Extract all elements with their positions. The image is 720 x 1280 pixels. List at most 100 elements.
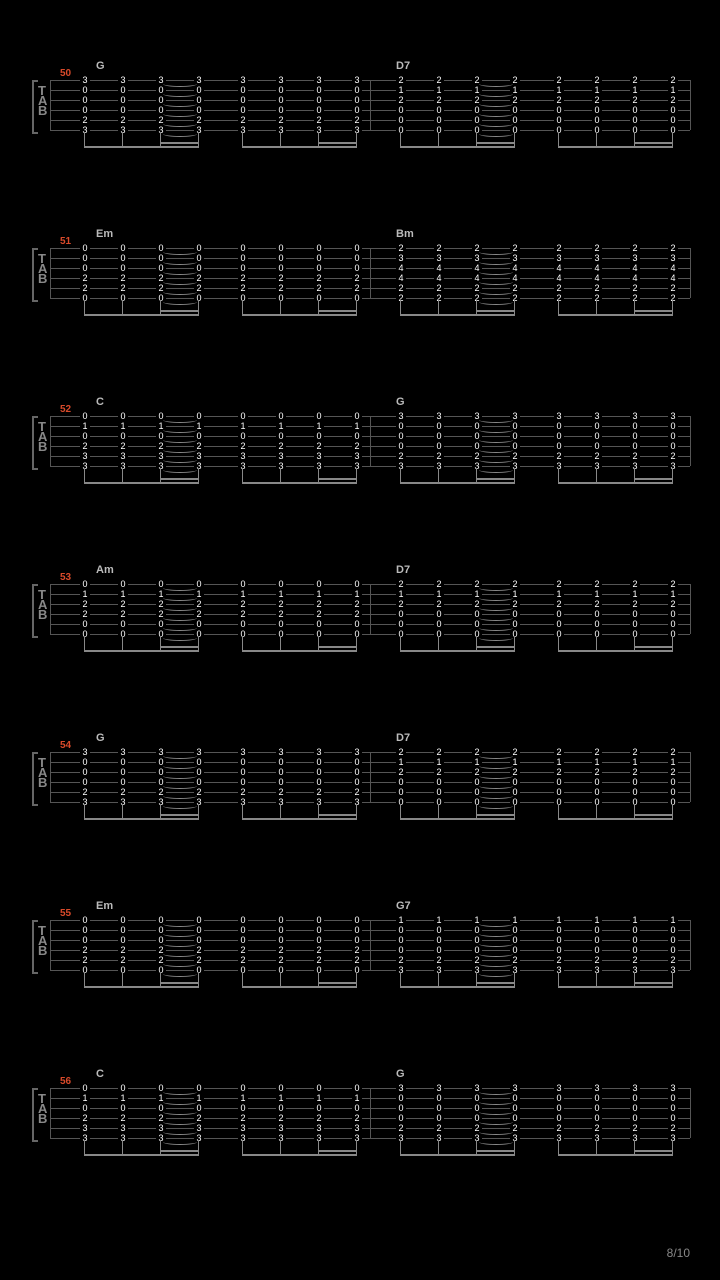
- fret-number: 0: [592, 105, 602, 115]
- fret-number: 3: [238, 461, 248, 471]
- fret-column: 000220: [352, 915, 362, 975]
- fret-column: 300023: [668, 1083, 678, 1143]
- fret-number: 0: [118, 925, 128, 935]
- fret-column: 100023: [434, 915, 444, 975]
- fret-number: 0: [352, 767, 362, 777]
- fret-number: 0: [276, 915, 286, 925]
- fret-number: 2: [592, 243, 602, 253]
- fret-number: 0: [314, 105, 324, 115]
- fret-number: 0: [314, 925, 324, 935]
- fret-column: 000220: [80, 915, 90, 975]
- fret-number: 2: [668, 955, 678, 965]
- fret-number: 2: [314, 599, 324, 609]
- fret-number: 0: [238, 293, 248, 303]
- fret-number: 0: [668, 441, 678, 451]
- fret-number: 3: [276, 461, 286, 471]
- fret-number: 3: [276, 125, 286, 135]
- fret-number: 2: [314, 115, 324, 125]
- fret-number: 3: [118, 451, 128, 461]
- measure-number: 55: [60, 908, 71, 919]
- fret-number: 2: [668, 283, 678, 293]
- fret-number: 2: [396, 283, 406, 293]
- chord-label: C: [96, 1068, 104, 1080]
- fret-column: 010233: [276, 1083, 286, 1143]
- fret-number: 3: [396, 253, 406, 263]
- fret-column: 300023: [554, 1083, 564, 1143]
- fret-number: 2: [434, 95, 444, 105]
- fret-number: 0: [554, 945, 564, 955]
- fret-number: 0: [592, 1103, 602, 1113]
- fret-number: 0: [352, 431, 362, 441]
- fret-number: 0: [352, 925, 362, 935]
- fret-number: 2: [668, 767, 678, 777]
- fret-number: 0: [314, 1103, 324, 1113]
- fret-number: 0: [554, 1113, 564, 1123]
- fret-number: 0: [554, 441, 564, 451]
- fret-number: 0: [434, 125, 444, 135]
- fret-number: 2: [314, 273, 324, 283]
- fret-number: 0: [434, 115, 444, 125]
- fret-number: 0: [434, 431, 444, 441]
- fret-number: 2: [238, 115, 248, 125]
- fret-number: 0: [668, 925, 678, 935]
- fret-column: 000220: [276, 243, 286, 303]
- fret-number: 0: [118, 293, 128, 303]
- fret-number: 2: [314, 945, 324, 955]
- fret-number: 2: [276, 599, 286, 609]
- fret-number: 3: [668, 461, 678, 471]
- fret-number: 2: [118, 945, 128, 955]
- fret-number: 3: [238, 451, 248, 461]
- fret-column: 212000: [592, 75, 602, 135]
- fret-number: 1: [668, 915, 678, 925]
- fret-number: 0: [118, 915, 128, 925]
- fret-column: 000220: [314, 915, 324, 975]
- fret-number: 0: [668, 945, 678, 955]
- fret-number: 3: [352, 451, 362, 461]
- fret-number: 2: [396, 95, 406, 105]
- fret-column: 010233: [276, 411, 286, 471]
- fret-number: 1: [554, 85, 564, 95]
- fret-number: 2: [276, 273, 286, 283]
- fret-number: 4: [434, 273, 444, 283]
- fret-number: 2: [80, 273, 90, 283]
- fret-number: 1: [314, 589, 324, 599]
- fret-number: 0: [668, 125, 678, 135]
- fret-number: 0: [554, 105, 564, 115]
- fret-number: 0: [434, 1113, 444, 1123]
- fret-number: 1: [668, 589, 678, 599]
- fret-number: 0: [554, 935, 564, 945]
- fret-number: 0: [80, 629, 90, 639]
- fret-column: 000220: [276, 915, 286, 975]
- fret-number: 2: [668, 599, 678, 609]
- barline: [690, 752, 691, 802]
- fret-number: 2: [554, 599, 564, 609]
- fret-number: 0: [554, 125, 564, 135]
- fret-column: 300023: [238, 747, 248, 807]
- fret-number: 0: [668, 105, 678, 115]
- barline: [50, 248, 51, 298]
- fret-number: 3: [630, 1083, 640, 1093]
- fret-number: 2: [396, 451, 406, 461]
- fret-number: 2: [668, 293, 678, 303]
- fret-number: 0: [314, 1083, 324, 1093]
- fret-number: 0: [630, 1113, 640, 1123]
- fret-number: 2: [592, 767, 602, 777]
- fret-number: 0: [352, 85, 362, 95]
- fret-column: 010233: [238, 411, 248, 471]
- fret-number: 0: [434, 925, 444, 935]
- fret-number: 3: [630, 461, 640, 471]
- fret-number: 2: [352, 955, 362, 965]
- fret-number: 2: [238, 283, 248, 293]
- fret-number: 2: [434, 283, 444, 293]
- fret-number: 0: [238, 925, 248, 935]
- tab-clef: TAB: [38, 1094, 47, 1124]
- fret-number: 0: [352, 411, 362, 421]
- fret-column: 300023: [118, 747, 128, 807]
- fret-number: 1: [314, 421, 324, 431]
- fret-number: 2: [396, 293, 406, 303]
- fret-column: 010233: [314, 411, 324, 471]
- chord-label: G: [396, 396, 405, 408]
- fret-number: 1: [396, 915, 406, 925]
- fret-column: 300023: [238, 75, 248, 135]
- fret-number: 0: [630, 441, 640, 451]
